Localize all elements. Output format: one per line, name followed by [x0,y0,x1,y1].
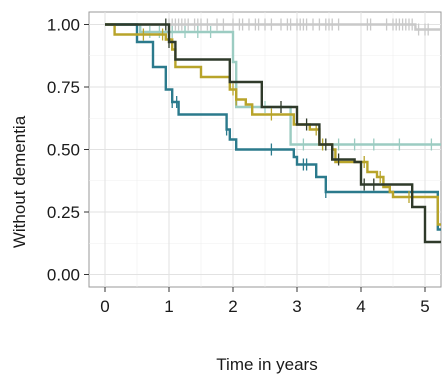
series-2 [105,23,441,151]
y-tick-label: 0.50 [47,141,80,160]
series-line [105,23,441,244]
x-tick-label: 2 [228,297,237,316]
series-5 [105,18,441,244]
series-1 [105,18,441,36]
x-tick-label: 4 [356,297,365,316]
y-axis-title: Without dementia [10,115,29,248]
y-tick-label: 0.25 [47,203,80,222]
x-tick-label: 3 [292,297,301,316]
x-tick-label: 0 [100,297,109,316]
x-tick-label: 1 [164,297,173,316]
y-tick-label: 0.00 [47,266,80,285]
series-line [105,23,441,231]
series-line [105,23,441,146]
x-axis-title: Time in years [216,355,317,374]
survival-curves [105,18,441,244]
axes: 0 1 2 3 4 5 0.00 0.25 0.50 0.75 1.00 [47,16,430,317]
y-tick-label: 1.00 [47,16,80,35]
y-tick-label: 0.75 [47,78,80,97]
series-3 [105,23,441,231]
x-tick-label: 5 [420,297,429,316]
